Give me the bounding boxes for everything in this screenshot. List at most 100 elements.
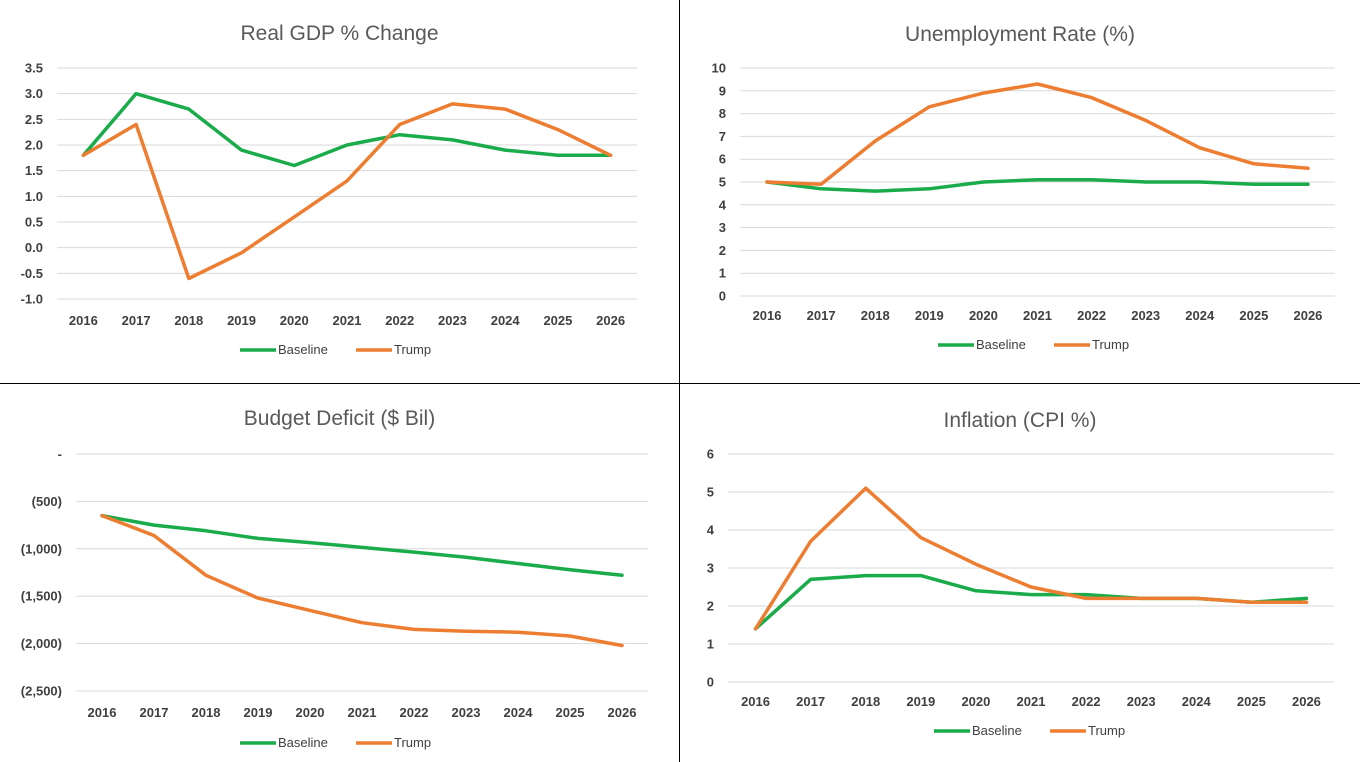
x-tick-label: 2018 <box>174 313 203 328</box>
x-tick-label: 2026 <box>596 313 625 328</box>
y-tick-label: (1,000) <box>21 541 62 556</box>
x-tick-label: 2020 <box>969 308 998 323</box>
x-tick-label: 2026 <box>608 705 637 720</box>
y-tick-label: 1.0 <box>25 189 43 204</box>
chart-svg: Real GDP % Change 3.5 3.0 2.5 2.0 1.5 1.0 0.5 0.… <box>21 22 637 357</box>
inflation-chart-panel: Inflation (CPI %) 6 5 4 3 2 1 0 2016 2017 2018 2019… <box>680 384 1360 762</box>
x-tick-label: 2024 <box>491 313 521 328</box>
x-tick-label: 2016 <box>753 308 782 323</box>
y-tick-label: 8 <box>719 106 726 121</box>
gdp-chart-panel: Real GDP % Change 3.5 3.0 2.5 2.0 1.5 1.0 0.5 0.… <box>0 0 679 383</box>
x-tick-label: 2021 <box>333 313 362 328</box>
y-tick-label: 2 <box>707 599 714 614</box>
legend-label-baseline: Baseline <box>278 342 328 357</box>
x-tick-label: 2023 <box>1127 694 1156 709</box>
chart-title: Inflation (CPI %) <box>944 409 1097 432</box>
x-tick-label: 2022 <box>1072 694 1101 709</box>
series-line-trump <box>765 82 1310 187</box>
y-tick-label: 3 <box>719 220 726 235</box>
chart-title: Unemployment Rate (%) <box>905 23 1135 46</box>
x-tick-label: 2024 <box>1182 694 1212 709</box>
y-tick-label: 0 <box>719 289 726 304</box>
x-tick-label: 2022 <box>1077 308 1106 323</box>
y-tick-label: 1 <box>707 637 714 652</box>
y-tick-label: 3 <box>707 561 714 576</box>
x-tick-label: 2018 <box>861 308 890 323</box>
series-line-baseline <box>100 513 624 578</box>
legend-label-trump: Trump <box>394 342 431 357</box>
legend-label-trump: Trump <box>394 735 431 750</box>
x-tick-label: 2025 <box>556 705 585 720</box>
y-tick-label: 4 <box>719 197 727 212</box>
series-line-baseline <box>765 177 1310 193</box>
legend-label-trump: Trump <box>1088 723 1125 738</box>
x-tick-label: 2020 <box>296 705 325 720</box>
y-tick-label: 10 <box>712 61 726 76</box>
deficit-chart-panel: Budget Deficit ($ Bil) - (500) (1,000) (1,50… <box>0 384 679 762</box>
y-tick-label: 2.5 <box>25 112 43 127</box>
x-tick-label: 2024 <box>504 705 534 720</box>
legend-label-baseline: Baseline <box>278 735 328 750</box>
x-tick-label: 2021 <box>348 705 377 720</box>
x-tick-label: 2023 <box>438 313 467 328</box>
x-tick-label: 2018 <box>851 694 880 709</box>
x-tick-label: 2023 <box>1131 308 1160 323</box>
x-tick-label: 2017 <box>140 705 169 720</box>
y-tick-label: 5 <box>707 485 714 500</box>
legend-label-baseline: Baseline <box>976 337 1026 352</box>
x-tick-label: 2019 <box>244 705 273 720</box>
chart-title: Budget Deficit ($ Bil) <box>244 407 435 430</box>
y-tick-label: -0.5 <box>21 266 43 281</box>
y-tick-label: 4 <box>707 523 715 538</box>
y-tick-label: (2,500) <box>21 684 62 699</box>
chart-svg: Budget Deficit ($ Bil) - (500) (1,000) (1,50… <box>21 407 648 750</box>
x-tick-label: 2019 <box>915 308 944 323</box>
x-tick-label: 2017 <box>122 313 151 328</box>
x-tick-label: 2022 <box>385 313 414 328</box>
series-line-trump <box>81 102 613 281</box>
series-line-trump <box>753 486 1309 631</box>
y-tick-label: (1,500) <box>21 589 62 604</box>
x-tick-label: 2025 <box>1237 694 1266 709</box>
y-tick-label: -1.0 <box>21 292 43 307</box>
y-tick-label: 1.5 <box>25 163 43 178</box>
x-tick-label: 2021 <box>1023 308 1052 323</box>
y-tick-label: - <box>58 447 62 462</box>
chart-title: Real GDP % Change <box>240 22 438 45</box>
horizontal-divider <box>0 383 1360 384</box>
y-tick-label: 1 <box>719 266 726 281</box>
y-tick-label: 0.5 <box>25 215 43 230</box>
series-line-baseline <box>81 91 613 168</box>
y-tick-label: 0.0 <box>25 240 43 255</box>
x-tick-label: 2026 <box>1292 694 1321 709</box>
series-line-trump <box>100 513 624 648</box>
unemployment-chart-panel: Unemployment Rate (%) 10 9 8 7 6 5 4 3 2 1 0 2016 201… <box>680 0 1360 383</box>
x-tick-label: 2023 <box>452 705 481 720</box>
y-tick-label: 9 <box>719 83 726 98</box>
x-tick-label: 2016 <box>88 705 117 720</box>
x-tick-label: 2016 <box>69 313 98 328</box>
chart-svg: Inflation (CPI %) 6 5 4 3 2 1 0 2016 2017 2018 2019… <box>707 409 1334 738</box>
x-tick-label: 2025 <box>543 313 572 328</box>
x-tick-label: 2024 <box>1185 308 1215 323</box>
x-tick-label: 2018 <box>192 705 221 720</box>
x-tick-label: 2022 <box>400 705 429 720</box>
y-tick-label: 5 <box>719 175 726 190</box>
y-tick-label: 6 <box>707 447 714 462</box>
x-tick-label: 2019 <box>227 313 256 328</box>
x-tick-label: 2017 <box>807 308 836 323</box>
x-tick-label: 2016 <box>741 694 770 709</box>
y-tick-label: 7 <box>719 129 726 144</box>
x-tick-label: 2017 <box>796 694 825 709</box>
y-tick-label: 2 <box>719 243 726 258</box>
y-tick-label: 2.0 <box>25 138 43 153</box>
y-tick-label: 0 <box>707 675 714 690</box>
y-tick-label: 3.5 <box>25 61 43 76</box>
x-tick-label: 2021 <box>1017 694 1046 709</box>
x-tick-label: 2020 <box>961 694 990 709</box>
x-tick-label: 2026 <box>1293 308 1322 323</box>
x-tick-label: 2019 <box>906 694 935 709</box>
legend-label-trump: Trump <box>1092 337 1129 352</box>
legend-label-baseline: Baseline <box>972 723 1022 738</box>
